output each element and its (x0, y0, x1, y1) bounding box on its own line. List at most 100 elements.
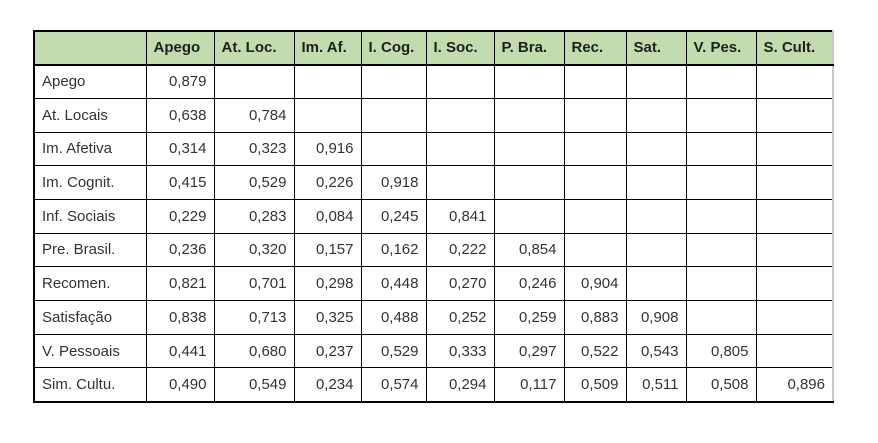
table-cell (755, 300, 834, 335)
table-cell: 0,883 (563, 300, 627, 335)
table-cell (755, 165, 834, 200)
column-header: Rec. (563, 30, 627, 66)
table-cell (625, 266, 687, 301)
table-row: Im. Cognit. 0,415 0,529 0,226 0,918 (33, 165, 834, 200)
row-label: Inf. Sociais (33, 198, 147, 234)
table-cell (685, 131, 757, 167)
row-label: At. Locais (33, 97, 147, 133)
table-cell: 0,283 (213, 198, 295, 234)
table-cell: 0,226 (293, 165, 362, 200)
row-label: Im. Afetiva (33, 131, 147, 167)
table-cell: 0,896 (755, 367, 834, 403)
table-cell (360, 97, 427, 133)
table-cell (493, 131, 565, 167)
table-cell (625, 165, 687, 200)
table-cell (625, 198, 687, 234)
table-cell: 0,234 (293, 367, 362, 403)
table-cell (360, 131, 427, 167)
table-cell (360, 64, 427, 99)
table-cell: 0,522 (563, 333, 627, 369)
table-cell: 0,918 (360, 165, 427, 200)
table-cell (625, 64, 687, 99)
table-cell (685, 232, 757, 268)
table-cell: 0,297 (493, 333, 565, 369)
table-cell: 0,245 (360, 198, 427, 234)
column-header: P. Bra. (493, 30, 565, 66)
table-cell: 0,325 (293, 300, 362, 335)
table-cell (293, 64, 362, 99)
table-cell: 0,157 (293, 232, 362, 268)
table-cell: 0,488 (360, 300, 427, 335)
table-cell: 0,784 (213, 97, 295, 133)
table-cell: 0,838 (145, 300, 215, 335)
table-cell: 0,549 (213, 367, 295, 403)
table-cell: 0,320 (213, 232, 295, 268)
table-cell (563, 64, 627, 99)
table-cell: 0,821 (145, 266, 215, 301)
table-cell (755, 333, 834, 369)
table-cell: 0,259 (493, 300, 565, 335)
table-cell (493, 198, 565, 234)
table-cell: 0,879 (145, 64, 215, 99)
table-cell (493, 165, 565, 200)
column-header: At. Loc. (213, 30, 295, 66)
column-header: I. Cog. (360, 30, 427, 66)
row-label: Apego (33, 64, 147, 99)
table-cell (625, 232, 687, 268)
table-cell (563, 232, 627, 268)
table-cell: 0,117 (493, 367, 565, 403)
table-row: Recomen. 0,821 0,701 0,298 0,448 0,270 0,246 0,… (33, 266, 834, 301)
table-cell (685, 198, 757, 234)
table-row: At. Locais 0,638 0,784 (33, 97, 834, 133)
row-label: Pre. Brasil. (33, 232, 147, 268)
table-cell: 0,841 (425, 198, 495, 234)
table-cell: 0,509 (563, 367, 627, 403)
table-cell (685, 64, 757, 99)
table-cell: 0,252 (425, 300, 495, 335)
table-cell: 0,701 (213, 266, 295, 301)
table-row: Apego 0,879 (33, 64, 834, 99)
table-cell: 0,908 (625, 300, 687, 335)
table-cell (685, 300, 757, 335)
table-cell (563, 131, 627, 167)
table-cell: 0,441 (145, 333, 215, 369)
column-header: Sat. (625, 30, 687, 66)
table-cell (425, 165, 495, 200)
table-cell: 0,294 (425, 367, 495, 403)
table-body: Apego 0,879 At. Locais 0,638 0,784 Im. Afetiv… (33, 64, 834, 403)
header-row: Apego At. Loc. Im. Af. I. Cog. I. Soc. P. Bra… (33, 30, 834, 66)
table-cell (755, 131, 834, 167)
table-cell: 0,805 (685, 333, 757, 369)
table-row: Pre. Brasil. 0,236 0,320 0,157 0,162 0,222 0,8… (33, 232, 834, 268)
table-cell (425, 131, 495, 167)
table-cell: 0,323 (213, 131, 295, 167)
table-cell: 0,314 (145, 131, 215, 167)
table-cell: 0,854 (493, 232, 565, 268)
correlation-matrix-container: Apego At. Loc. Im. Af. I. Cog. I. Soc. P. Bra… (33, 30, 834, 403)
table-cell: 0,529 (213, 165, 295, 200)
table-cell: 0,222 (425, 232, 495, 268)
table-cell (755, 64, 834, 99)
table-cell: 0,638 (145, 97, 215, 133)
table-cell: 0,270 (425, 266, 495, 301)
table-cell: 0,448 (360, 266, 427, 301)
table-cell (755, 97, 834, 133)
table-row: Inf. Sociais 0,229 0,283 0,084 0,245 0,841 (33, 198, 834, 234)
table-cell: 0,511 (625, 367, 687, 403)
row-label: Im. Cognit. (33, 165, 147, 200)
table-cell (755, 266, 834, 301)
row-label: V. Pessoais (33, 333, 147, 369)
table-cell (493, 97, 565, 133)
table-cell: 0,237 (293, 333, 362, 369)
table-row: Satisfação 0,838 0,713 0,325 0,488 0,252 0,259… (33, 300, 834, 335)
table-cell (685, 266, 757, 301)
table-cell (293, 97, 362, 133)
table-cell: 0,713 (213, 300, 295, 335)
column-header: Apego (145, 30, 215, 66)
table-cell (563, 165, 627, 200)
table-cell: 0,229 (145, 198, 215, 234)
table-cell: 0,680 (213, 333, 295, 369)
table-cell: 0,916 (293, 131, 362, 167)
table-cell (213, 64, 295, 99)
table-cell: 0,529 (360, 333, 427, 369)
